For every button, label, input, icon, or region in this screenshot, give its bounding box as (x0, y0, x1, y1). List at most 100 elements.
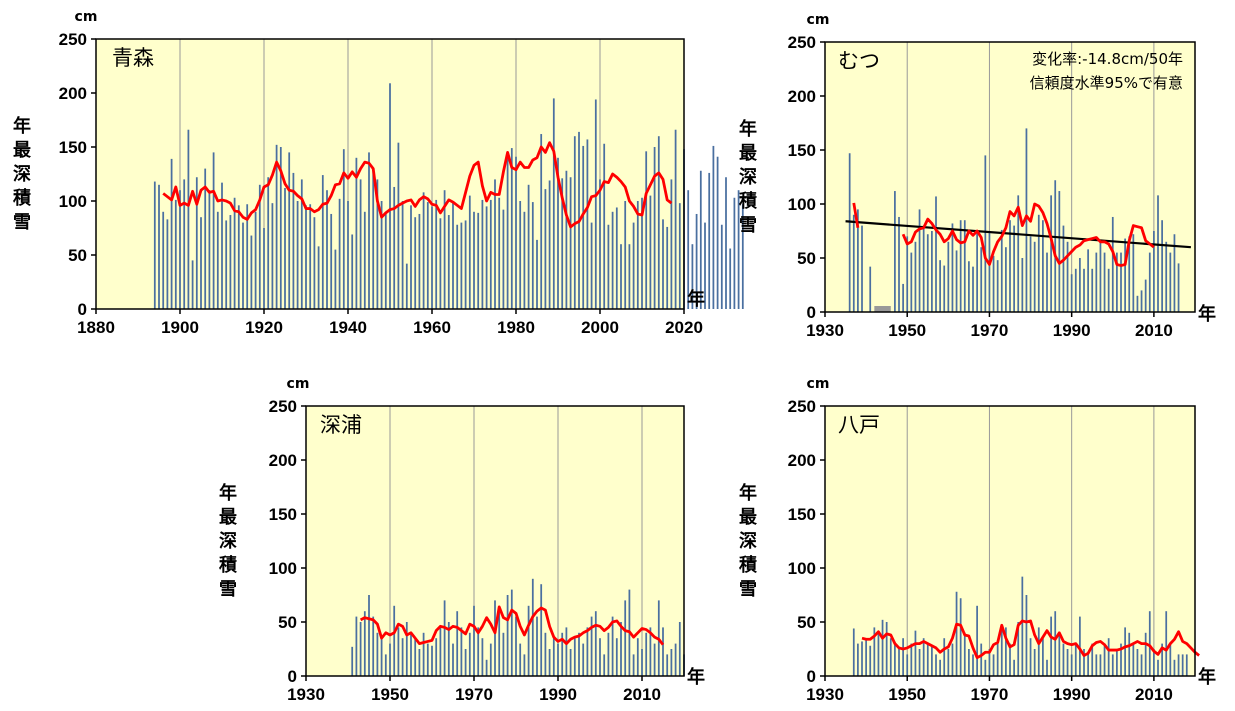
y-axis-label: 年最深積雪 (12, 115, 32, 233)
bar-1936 (330, 213, 333, 309)
bar-1954 (922, 225, 925, 312)
bar-2003 (611, 211, 614, 309)
bar-2015 (1173, 659, 1176, 676)
bar-1953 (401, 201, 404, 309)
y-tick-label: 200 (788, 87, 816, 106)
y-tick-label: 100 (788, 195, 816, 214)
bar-1941 (869, 645, 872, 676)
bar-1988 (1062, 643, 1065, 676)
bar-1979 (510, 148, 513, 309)
x-tick-label: 1900 (161, 318, 199, 337)
bar-1902 (187, 129, 190, 309)
bar-1954 (922, 638, 925, 676)
bar-1980 (1029, 638, 1032, 676)
bar-1904 (195, 177, 198, 309)
bar-1954 (405, 622, 408, 676)
bar-1907 (208, 190, 211, 309)
bar-2015 (662, 627, 664, 676)
bar-2011 (645, 151, 648, 309)
bar-2022 (691, 244, 694, 309)
bar-1992 (1079, 258, 1081, 312)
y-tick-label: 0 (807, 667, 816, 686)
bar-1957 (935, 196, 937, 312)
bar-1943 (877, 632, 880, 676)
chart-panel-3: 0 50 100 150 200 250 1930 1950 1970 1990 2010 cm 年 深浦… (218, 376, 705, 704)
bar-1964 (447, 622, 450, 676)
bar-1986 (540, 584, 543, 676)
bar-1971 (477, 627, 480, 676)
bar-1956 (414, 638, 417, 676)
bar-2010 (1153, 231, 1155, 312)
bar-1990 (1070, 274, 1073, 312)
bar-1953 (918, 209, 921, 312)
bar-1947 (376, 179, 379, 309)
y-axis-label: 年最深積雪 (738, 482, 758, 600)
bar-1969 (468, 632, 471, 676)
bar-2004 (1128, 632, 1131, 676)
bar-1949 (384, 211, 387, 309)
bar-1966 (972, 654, 974, 676)
bar-2011 (1157, 659, 1159, 676)
bar-2003 (1124, 238, 1126, 312)
bar-1908 (212, 152, 215, 309)
bar-2004 (615, 207, 618, 309)
bar-2018 (674, 643, 677, 676)
bar-1977 (1017, 622, 1020, 676)
bar-1953 (918, 649, 921, 676)
y-tick-label: 150 (788, 141, 816, 160)
bar-2019 (678, 203, 681, 309)
bar-1923 (275, 144, 278, 309)
y-tick-label: 250 (788, 33, 816, 52)
bar-1933 (317, 246, 320, 309)
bar-1946 (889, 638, 892, 676)
bar-1971 (992, 255, 995, 312)
bar-2027 (712, 145, 715, 309)
bar-1982 (1037, 214, 1040, 312)
bar-2000 (599, 179, 601, 309)
bar-1895 (158, 184, 160, 309)
bar-1944 (363, 611, 366, 676)
bar-2017 (670, 179, 673, 309)
bar-1905 (200, 217, 202, 309)
bar-1975 (494, 179, 496, 309)
bar-1983 (1042, 638, 1044, 676)
bar-1998 (1103, 252, 1106, 312)
bar-2002 (607, 224, 610, 309)
y-axis-label-char: 深 (13, 163, 31, 185)
bar-1939 (342, 149, 345, 309)
bar-1968 (980, 643, 983, 676)
y-axis-label-char: 雪 (739, 215, 757, 236)
bar-2013 (653, 147, 656, 309)
bar-1992 (1079, 616, 1081, 676)
bar-1996 (1095, 252, 1098, 312)
bar-1975 (1009, 643, 1011, 676)
y-tick-label: 150 (788, 505, 816, 524)
bar-1984 (531, 202, 534, 309)
y-tick-label: 0 (78, 300, 87, 319)
bar-1955 (410, 632, 412, 676)
bar-1998 (1103, 643, 1106, 676)
y-tick-label: 200 (59, 84, 87, 103)
x-axis-year-label: 年 (1198, 666, 1216, 688)
y-axis-label-char: 雪 (13, 212, 31, 233)
bar-1965 (452, 201, 454, 309)
bar-1967 (976, 605, 978, 676)
bar-1952 (397, 627, 400, 676)
bar-1995 (1091, 268, 1094, 312)
bar-2015 (1173, 234, 1176, 312)
bar-1978 (506, 156, 509, 309)
bar-1963 (959, 220, 962, 312)
bar-1989 (552, 98, 555, 310)
bar-1992 (565, 170, 568, 309)
bar-2006 (1136, 295, 1139, 312)
bar-1962 (439, 218, 442, 309)
bar-1995 (578, 632, 580, 676)
bar-1997 (1099, 654, 1102, 676)
bar-1949 (384, 654, 387, 676)
bar-2004 (615, 638, 618, 676)
bar-1950 (906, 236, 909, 312)
bar-1909 (216, 211, 219, 309)
bar-1948 (380, 201, 383, 309)
bar-1966 (456, 611, 459, 676)
x-tick-label: 2010 (623, 685, 661, 704)
